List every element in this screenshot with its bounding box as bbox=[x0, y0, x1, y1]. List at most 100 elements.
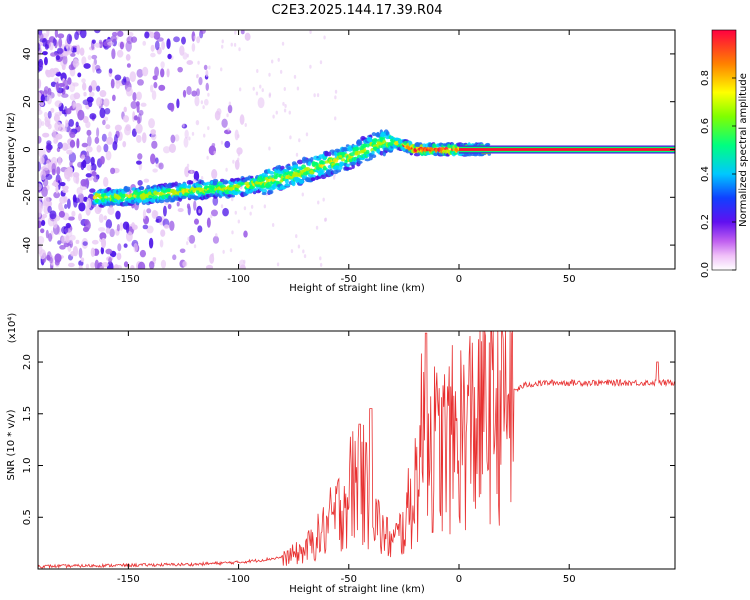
spectrogram-y-tick-label: 0 bbox=[22, 146, 33, 152]
spectrogram-blob bbox=[85, 151, 90, 160]
spectrogram-ridge-blob bbox=[261, 192, 267, 196]
spectrogram-ridge-blob bbox=[339, 162, 344, 168]
spectrogram-speck bbox=[279, 69, 283, 74]
spectrogram-blob bbox=[95, 68, 102, 74]
spectrogram-blob bbox=[96, 145, 102, 153]
spectrogram-blob bbox=[173, 36, 180, 43]
spectrogram-blob bbox=[130, 36, 138, 43]
spectrogram-ridge-blob bbox=[120, 198, 125, 202]
spectrogram-speck bbox=[303, 254, 307, 259]
spectrogram-blob bbox=[136, 134, 142, 143]
spectrogram-blob bbox=[66, 33, 72, 45]
snr-y-tick-label: 1.0 bbox=[22, 458, 33, 474]
spectrogram-blob bbox=[193, 218, 199, 225]
spectrogram-blob bbox=[78, 202, 86, 212]
spectrogram-blob bbox=[55, 184, 59, 194]
spectrogram-blob bbox=[91, 54, 98, 60]
spectrogram-blob bbox=[136, 116, 141, 125]
spectrogram-blob bbox=[69, 139, 76, 148]
spectrogram-ridge-blob bbox=[181, 183, 188, 189]
spectrogram-y-tick-label: -20 bbox=[22, 189, 33, 205]
spectrogram-blob bbox=[68, 152, 77, 163]
spectrogram-blob bbox=[132, 224, 138, 230]
spectrogram-ridge-blob bbox=[340, 158, 346, 162]
spectrogram-ridge-blob bbox=[376, 141, 384, 146]
snr-y-tick-label: 0.5 bbox=[22, 509, 33, 525]
spectrogram-ridge-blob bbox=[239, 181, 246, 186]
spectrogram-blob bbox=[110, 167, 116, 175]
spectrogram-blob bbox=[80, 178, 87, 187]
spectrogram-blob bbox=[123, 243, 128, 248]
spectrogram-speck bbox=[213, 150, 216, 155]
spectrogram-blob bbox=[92, 62, 96, 73]
spectrogram-blob bbox=[143, 178, 150, 183]
spectrogram-blob bbox=[85, 263, 90, 269]
spectrogram-blob bbox=[66, 44, 73, 54]
spectrogram-blob bbox=[137, 261, 146, 269]
spectrogram-ridge-blob bbox=[371, 154, 377, 159]
spectrogram-blob bbox=[77, 109, 85, 121]
spectrogram-blob bbox=[80, 257, 85, 263]
spectrogram-speck bbox=[284, 104, 287, 109]
spectrogram-blob bbox=[76, 44, 81, 55]
spectrogram-blob bbox=[89, 91, 95, 97]
spectrogram-blob bbox=[67, 262, 75, 268]
spectrogram-blob bbox=[45, 173, 53, 180]
spectrogram-speck bbox=[210, 214, 213, 219]
spectrogram-blob bbox=[38, 220, 42, 229]
spectrogram-blob bbox=[50, 107, 55, 113]
spectrogram-blob bbox=[78, 213, 82, 222]
spectrogram-blob bbox=[186, 60, 194, 65]
spectrogram-blob bbox=[51, 181, 59, 187]
spectrogram-blob bbox=[239, 114, 245, 125]
spectrogram-blob bbox=[150, 153, 156, 165]
spectrogram-ridge-blob bbox=[371, 150, 375, 155]
spectrogram-blob bbox=[133, 115, 138, 121]
spectrogram-blob bbox=[65, 119, 69, 128]
spectrogram-ridge-blob bbox=[310, 156, 314, 162]
spectrogram-blob bbox=[125, 231, 133, 242]
spectrogram-ridge-blob bbox=[174, 181, 178, 186]
spectrogram-blob bbox=[47, 205, 52, 213]
spectrogram-ridge-blob bbox=[187, 184, 192, 189]
spectrogram-blob bbox=[43, 56, 48, 66]
spectrogram-blob bbox=[240, 30, 245, 35]
spectrogram-blob bbox=[38, 203, 43, 213]
spectrogram-blob bbox=[69, 131, 76, 139]
spectrogram-blob bbox=[81, 154, 86, 160]
spectrogram-speck bbox=[283, 87, 286, 92]
spectrogram-ridge-blob bbox=[196, 187, 203, 191]
spectrogram-blob bbox=[163, 224, 170, 229]
spectrogram-blob bbox=[122, 115, 130, 123]
spectrogram-blob bbox=[210, 209, 219, 217]
spectrogram-blob bbox=[38, 92, 42, 102]
spectrogram-speck bbox=[215, 233, 218, 238]
spectrogram-blob bbox=[91, 239, 99, 245]
spectrogram-blob bbox=[89, 188, 96, 193]
spectrogram-blob bbox=[199, 30, 206, 35]
spectrogram-blob bbox=[154, 66, 160, 78]
snr-y-tick-label: 1.5 bbox=[22, 406, 33, 422]
spectrogram-ridge-blob bbox=[121, 193, 126, 198]
spectrogram-ridge-blob bbox=[287, 166, 291, 171]
spectrogram-blob bbox=[43, 86, 49, 95]
spectrogram-blob bbox=[99, 266, 105, 269]
snr-x-label: Height of straight line (km) bbox=[289, 584, 425, 595]
spectrogram-blob bbox=[117, 30, 124, 37]
spectrogram-speck bbox=[195, 74, 199, 79]
spectrogram-blob bbox=[91, 171, 97, 177]
spectrogram-blob bbox=[46, 94, 52, 105]
spectrogram-blob bbox=[138, 109, 144, 116]
spectrogram-blob bbox=[70, 250, 76, 257]
spectrogram-speck bbox=[197, 60, 200, 65]
spectrogram-blob bbox=[116, 49, 124, 58]
spectrogram-blob bbox=[73, 103, 81, 108]
spectrogram-blob bbox=[105, 150, 112, 161]
spectrogram-blob bbox=[123, 106, 127, 113]
snr-x-tick-label: -100 bbox=[227, 574, 250, 585]
spectrogram-ridge-blob bbox=[359, 140, 363, 146]
spectrogram-speck bbox=[252, 86, 255, 91]
spectrogram-speck bbox=[271, 222, 275, 227]
spectrogram-blob bbox=[59, 196, 67, 204]
spectrogram-blob bbox=[68, 64, 75, 71]
